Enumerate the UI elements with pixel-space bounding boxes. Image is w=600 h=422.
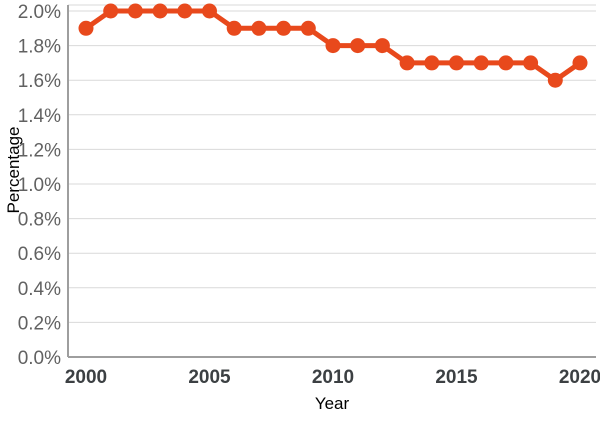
y-tick-label: 0.0% — [18, 348, 61, 369]
y-tick-label: 1.8% — [18, 37, 61, 58]
data-point — [449, 55, 464, 71]
y-axis-title: Percentage — [4, 127, 23, 214]
y-tick-label: 0.2% — [18, 313, 61, 334]
data-point — [152, 3, 168, 19]
series-layer — [78, 3, 588, 88]
x-tick-label: 2020 — [559, 367, 600, 388]
x-tick-label: 2010 — [312, 367, 354, 388]
data-point — [523, 55, 539, 71]
data-point — [78, 20, 94, 36]
y-tick-label: 1.6% — [18, 71, 61, 92]
y-tick-label: 1.4% — [18, 106, 61, 127]
x-tick-label: 2000 — [65, 367, 107, 388]
data-point — [473, 55, 489, 71]
y-tick-label: 2.0% — [18, 2, 61, 23]
y-tick-label: 0.4% — [18, 279, 61, 300]
y-tick-label: 1.2% — [18, 140, 61, 161]
data-point — [127, 3, 143, 19]
data-point — [251, 20, 267, 36]
data-point — [300, 20, 316, 36]
y-tick-label: 0.8% — [18, 210, 61, 231]
data-point — [226, 20, 242, 36]
x-tick-label: 2015 — [435, 367, 478, 388]
data-point — [572, 55, 588, 71]
data-point — [498, 55, 514, 71]
data-point — [350, 38, 366, 54]
data-point — [202, 3, 217, 19]
tick-layer: 0.0% 0.2% 0.4% 0.6% 0.8% 1.0% 1.2% 1.4% 1.6% 1.8%… — [18, 2, 600, 388]
x-axis-title: Year — [315, 394, 350, 413]
data-point — [399, 55, 415, 71]
y-tick-label: 1.0% — [18, 175, 61, 196]
data-point — [374, 38, 390, 54]
data-point — [276, 20, 292, 36]
x-tick-label: 2005 — [188, 367, 231, 388]
data-point — [177, 3, 193, 19]
y-tick-label: 0.6% — [18, 244, 61, 265]
data-point — [103, 3, 119, 19]
data-point — [424, 55, 440, 71]
data-point — [547, 72, 563, 88]
axis-layer — [67, 5, 596, 358]
data-point — [325, 38, 341, 54]
